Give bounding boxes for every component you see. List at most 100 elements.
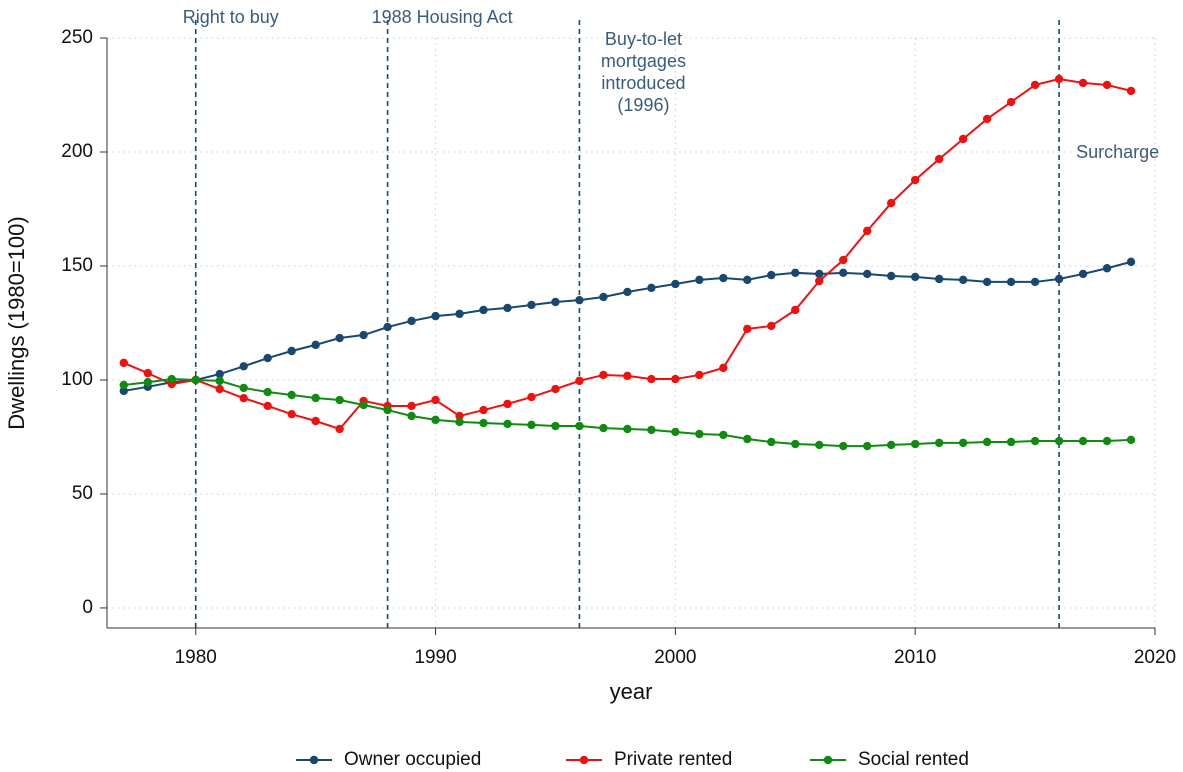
data-point [910, 175, 920, 185]
data-point [431, 395, 440, 405]
data-point [695, 370, 704, 380]
data-point [982, 437, 992, 447]
legend-marker [309, 755, 319, 765]
data-point [575, 376, 584, 386]
data-point [119, 380, 128, 390]
data-point [575, 421, 584, 431]
legend-label: Owner occupied [344, 749, 481, 770]
data-point [671, 279, 680, 289]
data-point [311, 416, 320, 426]
data-point [287, 390, 296, 400]
data-point [719, 430, 728, 440]
data-point [647, 374, 656, 384]
data-point [335, 395, 344, 405]
data-point [479, 405, 488, 415]
data-point [958, 438, 968, 448]
data-point [1006, 277, 1016, 287]
data-point [143, 378, 152, 387]
y-tick-label: 150 [61, 255, 93, 276]
data-point [407, 316, 416, 326]
data-point [455, 417, 464, 427]
data-point [215, 376, 224, 386]
data-point [934, 274, 944, 284]
data-point [863, 226, 872, 236]
data-point [719, 363, 728, 373]
data-point [167, 374, 176, 384]
data-point [1078, 269, 1088, 279]
data-point [1030, 436, 1040, 446]
data-point [791, 305, 800, 315]
x-tick-label: 1980 [175, 647, 217, 668]
data-point [215, 384, 224, 394]
data-point [1126, 257, 1136, 267]
legend-marker [579, 755, 589, 765]
data-point [910, 272, 920, 282]
data-point [551, 384, 560, 394]
data-point [982, 277, 992, 287]
x-tick-label: 1990 [414, 647, 456, 668]
data-point [263, 401, 272, 411]
data-point [503, 399, 512, 409]
data-point [695, 429, 704, 439]
y-tick-label: 250 [61, 27, 93, 48]
data-point [263, 387, 272, 397]
data-point [695, 275, 704, 285]
data-point [958, 134, 968, 144]
data-point [287, 346, 296, 356]
data-point [1054, 74, 1064, 84]
data-point [503, 419, 512, 429]
data-point [527, 420, 536, 430]
data-point [719, 273, 728, 283]
data-point [335, 424, 344, 434]
data-point [215, 369, 224, 379]
series-line [123, 260, 1132, 392]
data-point [311, 393, 320, 403]
y-tick-label: 0 [82, 597, 93, 618]
data-point [671, 427, 680, 437]
data-point [287, 409, 296, 419]
data-point [119, 358, 128, 368]
data-point [503, 303, 512, 313]
data-point [455, 309, 464, 319]
legend-marker [823, 755, 833, 765]
data-point [647, 425, 656, 435]
y-axis-label: Dwellings (1980=100) [4, 216, 29, 429]
data-point [791, 268, 800, 278]
annotation-label: Right to buy [183, 7, 279, 27]
data-point [934, 438, 944, 448]
data-point [623, 424, 632, 434]
data-point [767, 270, 776, 280]
x-tick-label: 2000 [654, 647, 696, 668]
data-point [1006, 437, 1016, 447]
data-point [599, 370, 608, 380]
annotation-label: introduced [601, 73, 685, 93]
data-point [551, 297, 560, 307]
data-point [551, 421, 560, 431]
y-tick-label: 200 [61, 141, 93, 162]
data-point [479, 305, 488, 315]
data-point [455, 411, 464, 421]
data-point [1126, 435, 1136, 445]
data-point [863, 441, 872, 451]
legend-label: Private rented [614, 749, 732, 770]
x-tick-label: 2010 [894, 647, 936, 668]
data-point [1078, 436, 1088, 446]
data-point [815, 276, 824, 286]
data-point [839, 268, 848, 278]
y-tick-label: 100 [61, 369, 93, 390]
data-point [839, 255, 848, 265]
data-point [958, 275, 968, 285]
data-point [527, 300, 536, 310]
data-point [599, 423, 608, 433]
data-point [743, 324, 752, 334]
data-point [767, 437, 776, 447]
data-point [863, 269, 872, 279]
annotation-label: Buy-to-let [605, 29, 682, 49]
data-point [623, 287, 632, 297]
data-point [407, 401, 416, 411]
data-point [743, 434, 752, 444]
data-point [1126, 86, 1136, 96]
data-point [1030, 277, 1040, 287]
data-point [239, 383, 248, 393]
